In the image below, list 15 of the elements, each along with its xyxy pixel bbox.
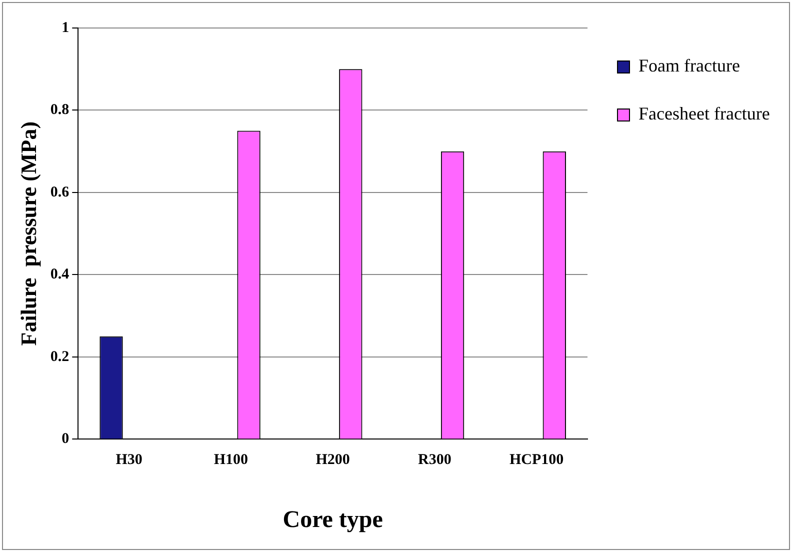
x-tick-label: HCP100 [509, 452, 564, 468]
y-tick-label: 0.6 [50, 184, 70, 200]
y-axis-title: Failure pressure (MPa) [16, 121, 41, 346]
y-tick-label: 0.8 [50, 102, 70, 118]
x-tick-label: H100 [214, 452, 248, 468]
x-tick-label: H200 [316, 452, 350, 468]
y-tick-label: 1 [62, 20, 70, 36]
legend-label: Foam fracture [638, 56, 740, 76]
x-tick-label: H30 [116, 452, 142, 468]
y-tick-label: 0 [62, 431, 70, 448]
x-tick-label: R300 [418, 452, 452, 468]
legend-label: Facesheet fracture [638, 104, 770, 124]
x-axis-title: Core type [282, 506, 384, 533]
y-tick-label: 0.4 [50, 266, 70, 283]
y-tick-label: 0.2 [50, 348, 70, 365]
